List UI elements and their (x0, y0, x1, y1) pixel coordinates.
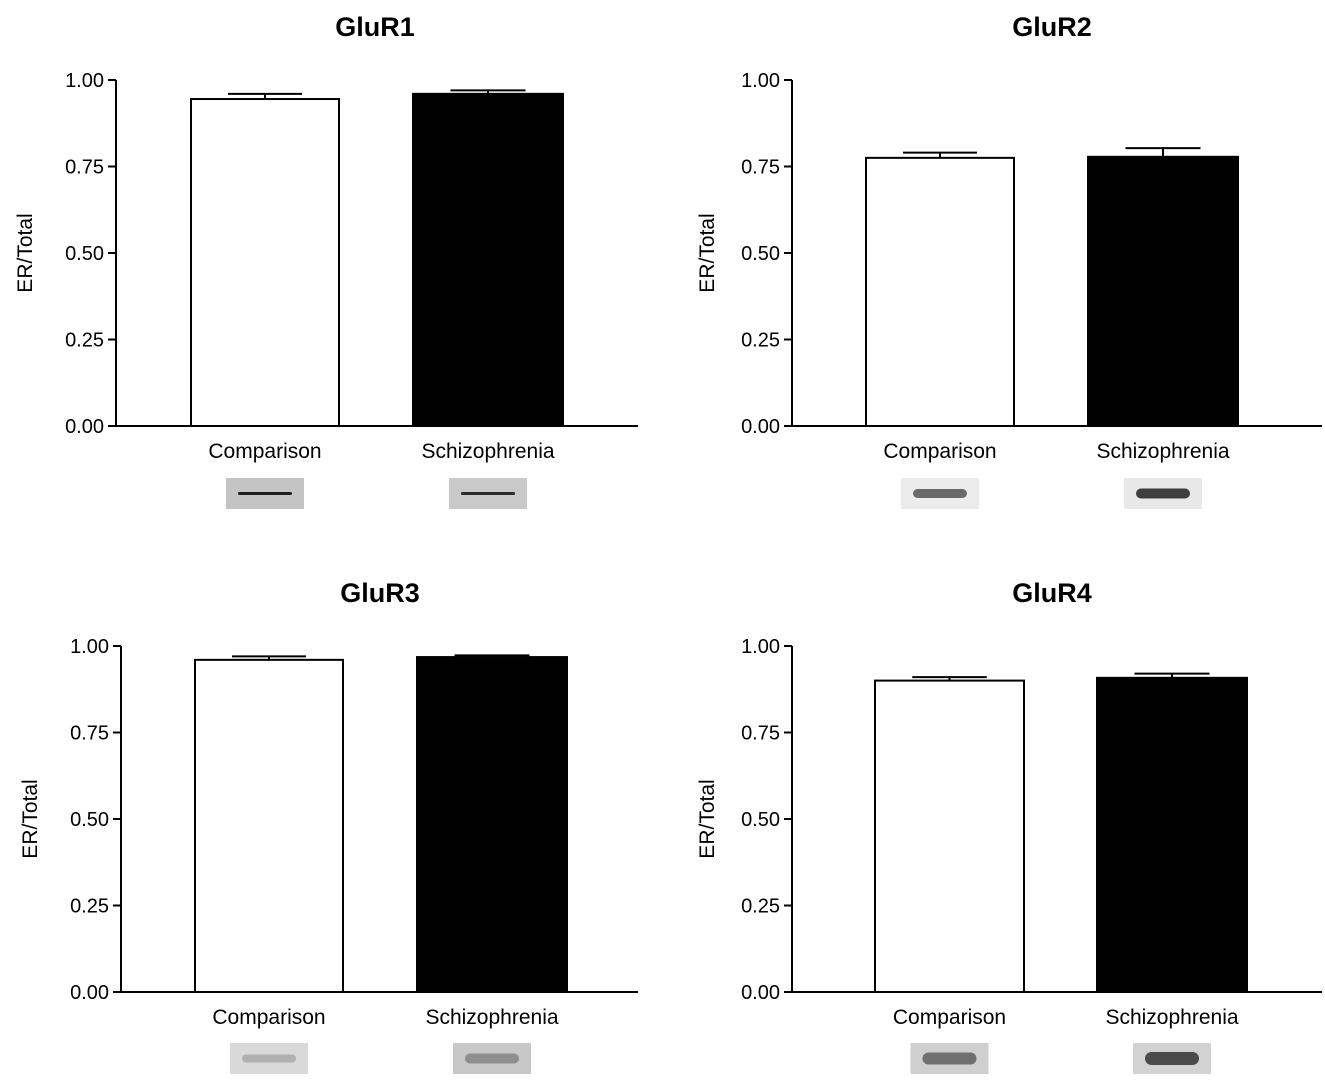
category-label: Comparison (212, 1006, 325, 1029)
y-tick-label: 0.25 (741, 896, 780, 918)
category-label: Schizophrenia (425, 1006, 558, 1029)
blot-band (465, 1053, 519, 1064)
blot-band (1145, 1052, 1199, 1065)
blot-image (1124, 478, 1202, 509)
y-tick-label: 0.00 (741, 416, 780, 438)
bar-schizophrenia (416, 656, 568, 994)
y-tick-label: 0.75 (65, 157, 104, 179)
blot-image (449, 478, 527, 509)
chart-title: GluR4 (1012, 578, 1092, 608)
blot-image (453, 1043, 531, 1074)
chart-panel-4: GluR4 ER/Total Comparison Schizophrenia 0.00… (696, 578, 1322, 1074)
blot-image (910, 1043, 989, 1074)
y-axis-label: ER/Total (19, 779, 42, 858)
category-label: Comparison (893, 1006, 1006, 1029)
y-axis-label: ER/Total (696, 213, 719, 292)
bar-comparison (194, 658, 344, 994)
y-tick-label: 0.25 (70, 896, 109, 918)
chart-title: GluR2 (1012, 12, 1092, 42)
blot-image (230, 1043, 308, 1074)
bar-schizophrenia (1087, 155, 1239, 427)
y-axis-label: ER/Total (14, 213, 37, 292)
category-label: Schizophrenia (1096, 440, 1229, 463)
blot-image (901, 478, 979, 509)
blot-band (242, 1054, 296, 1063)
y-tick-label: 1.00 (70, 636, 109, 658)
category-label: Schizophrenia (421, 440, 554, 463)
blot-band (922, 1052, 977, 1065)
y-tick-label: 0.75 (741, 723, 780, 745)
bar-schizophrenia (412, 92, 564, 427)
y-tick-label: 0.00 (741, 982, 780, 1004)
blot-band (461, 492, 515, 495)
y-tick-label: 0.75 (70, 723, 109, 745)
y-tick-label: 1.00 (65, 70, 104, 92)
blot-image (226, 478, 304, 509)
y-tick-label: 0.50 (70, 809, 109, 831)
y-tick-label: 0.50 (65, 243, 104, 265)
chart-title: GluR3 (340, 578, 420, 608)
category-label: Schizophrenia (1105, 1006, 1238, 1029)
bar-comparison (190, 98, 340, 427)
chart-title: GluR1 (335, 12, 415, 42)
y-tick-label: 0.00 (65, 416, 104, 438)
y-tick-label: 0.75 (741, 157, 780, 179)
chart-panel-2: GluR2 ER/Total Comparison Schizophrenia 0.00… (696, 12, 1322, 509)
y-tick-label: 0.25 (65, 330, 104, 352)
y-tick-label: 0.50 (741, 243, 780, 265)
y-tick-label: 0.25 (741, 330, 780, 352)
chart-panel-1: GluR1 ER/Total Comparison Schizophrenia 0.00… (14, 12, 638, 509)
y-tick-label: 1.00 (741, 636, 780, 658)
category-label: Comparison (208, 440, 321, 463)
blot-band (238, 492, 292, 495)
y-tick-label: 0.00 (70, 982, 109, 1004)
bar-comparison (874, 679, 1025, 993)
chart-panel-3: GluR3 ER/Total Comparison Schizophrenia 0.00… (19, 578, 638, 1074)
category-label: Comparison (883, 440, 996, 463)
blot-image (1133, 1043, 1211, 1074)
bar-schizophrenia (1096, 676, 1248, 993)
y-tick-label: 0.50 (741, 809, 780, 831)
bar-comparison (865, 156, 1015, 427)
blot-band (1136, 488, 1190, 499)
y-axis-label: ER/Total (696, 779, 719, 858)
y-tick-label: 1.00 (741, 70, 780, 92)
blot-band (913, 489, 967, 498)
